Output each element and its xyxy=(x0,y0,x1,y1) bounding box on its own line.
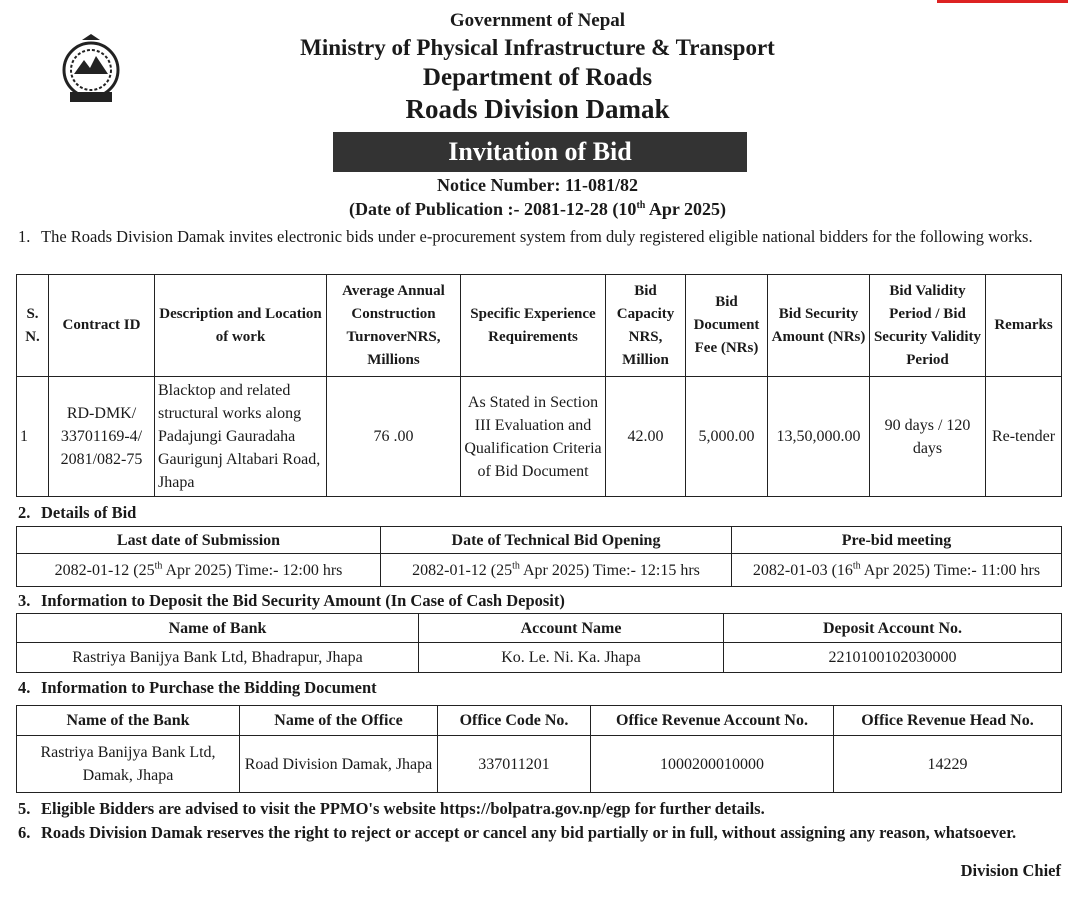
cell: 1 xyxy=(16,376,49,497)
header-cell: Bid Capacity NRS, Million xyxy=(605,274,686,377)
item-number: 6. xyxy=(18,823,31,842)
text-part: 2082-01-12 (25 xyxy=(54,561,155,579)
list-item: 5. Eligible Bidders are advised to visit … xyxy=(18,797,1061,820)
header-cell: Name of the Office xyxy=(239,705,438,736)
data-row: 1 RD-DMK/ 33701169-4/ 2081/082-75 Blacktop… xyxy=(16,376,1062,497)
cell: 76 .00 xyxy=(326,376,461,497)
table: Name of the Bank Name of the Office Office… xyxy=(16,705,1062,793)
department: Department of Roads xyxy=(422,64,653,91)
cell: Road Division Damak, Jhapa xyxy=(239,735,438,793)
header-cell: Bid Validity Period / Bid Security Valid… xyxy=(869,274,986,377)
header-cell: Date of Technical Bid Opening xyxy=(380,526,732,554)
header-cell: Bid Document Fee (NRs) xyxy=(685,274,768,377)
header-row: Name of Bank Account Name Deposit Account … xyxy=(16,613,1062,643)
cell: 5,000.00 xyxy=(685,376,768,497)
cell: As Stated in Section III Evaluation and … xyxy=(460,376,606,497)
list-item: 4. Information to Purchase the Bidding Do… xyxy=(18,676,1061,699)
cell: 2082-01-12 (25th Apr 2025) Time:- 12:00 … xyxy=(16,553,381,587)
header-row: Name of the Bank Name of the Office Office… xyxy=(16,705,1062,736)
header-row: Last date of Submission Date of Technical… xyxy=(16,526,1062,554)
emblem xyxy=(62,34,120,102)
cell: Ko. Le. Ni. Ka. Jhapa xyxy=(418,642,724,673)
table: Last date of Submission Date of Technical… xyxy=(16,526,1062,587)
cell: 42.00 xyxy=(605,376,686,497)
ministry: Ministry of Physical Infrastructure & Tr… xyxy=(300,35,775,60)
text-part: Apr 2025) Time:- 12:15 hrs xyxy=(519,561,700,579)
government: Government of Nepal xyxy=(449,10,626,31)
item-number: 3. xyxy=(18,591,31,610)
header-cell: Contract ID xyxy=(48,274,155,377)
text-part: Apr 2025) xyxy=(645,199,727,219)
cell: 2210100102030000 xyxy=(723,642,1062,673)
cell: 13,50,000.00 xyxy=(767,376,870,497)
header-cell: Remarks xyxy=(985,274,1062,377)
signature: Division Chief xyxy=(960,861,1061,880)
table: S. N. Contract ID Description and Location… xyxy=(16,274,1062,497)
cell: 90 days / 120 days xyxy=(869,376,986,497)
cell: Re-tender xyxy=(985,376,1062,497)
data-row: Rastriya Banijya Bank Ltd, Bhadrapur, Jh… xyxy=(16,642,1062,673)
header-cell: Deposit Account No. xyxy=(723,613,1062,643)
item-number: 2. xyxy=(18,503,31,522)
item-text: Details of Bid xyxy=(41,503,137,522)
item-number: 4. xyxy=(18,678,31,697)
list-item: 6. Roads Division Damak reserves the righ… xyxy=(18,821,1061,844)
cell: 2082-01-03 (16th Apr 2025) Time:- 11:00 … xyxy=(731,553,1062,587)
text-part: 2082-01-12 (25 xyxy=(412,561,513,579)
item-number: 5. xyxy=(18,799,31,818)
item-number: 1. xyxy=(18,227,31,246)
header-cell: S. N. xyxy=(16,274,49,377)
cell: 2082-01-12 (25th Apr 2025) Time:- 12:15 … xyxy=(380,553,732,587)
text-part: Apr 2025) Time:- 12:00 hrs xyxy=(162,561,343,579)
data-row: 2082-01-12 (25th Apr 2025) Time:- 12:00 … xyxy=(16,553,1062,587)
division: Roads Division Damak xyxy=(405,94,670,124)
table: Name of Bank Account Name Deposit Account … xyxy=(16,613,1062,673)
item-text: Eligible Bidders are advised to visit th… xyxy=(41,799,765,818)
list-item: 3. Information to Deposit the Bid Securit… xyxy=(18,589,1061,612)
notice-number: Notice Number: 11-081/82 xyxy=(437,175,638,195)
text-part: th xyxy=(636,200,646,211)
header-cell: Pre-bid meeting xyxy=(731,526,1062,554)
header-cell: Average Annual Construction TurnoverNRS,… xyxy=(326,274,461,377)
text-part: Apr 2025) Time:- 11:00 hrs xyxy=(860,561,1041,579)
header-cell: Name of Bank xyxy=(16,613,419,643)
list-item: 2. Details of Bid xyxy=(18,501,1061,524)
item-text: Information to Purchase the Bidding Docu… xyxy=(41,678,377,697)
item-text: The Roads Division Damak invites electro… xyxy=(41,227,1033,246)
item-text: Roads Division Damak reserves the right … xyxy=(41,823,1017,842)
cell: Blacktop and related structural works al… xyxy=(154,376,327,497)
header-cell: Account Name xyxy=(418,613,724,643)
data-row: Rastriya Banijya Bank Ltd, Damak, Jhapa R… xyxy=(16,735,1062,793)
cell: 1000200010000 xyxy=(590,735,834,793)
text-part: th xyxy=(512,560,520,572)
header-cell: Name of the Bank xyxy=(16,705,240,736)
header-cell: Office Revenue Head No. xyxy=(833,705,1062,736)
header-row: S. N. Contract ID Description and Location… xyxy=(16,274,1062,377)
list-item: 1. The Roads Division Damak invites elect… xyxy=(18,225,1061,248)
header-cell: Office Revenue Account No. xyxy=(590,705,834,736)
cell: RD-DMK/ 33701169-4/ 2081/082-75 xyxy=(48,376,155,497)
header-cell: Office Code No. xyxy=(437,705,591,736)
text-part: 2082-01-03 (16 xyxy=(752,561,853,579)
text-part: th xyxy=(852,560,861,572)
banner: Invitation of Bid xyxy=(333,132,747,172)
header-cell: Last date of Submission xyxy=(16,526,381,554)
cell: 337011201 xyxy=(437,735,591,793)
corner-strip xyxy=(937,0,1068,3)
publication-date: (Date of Publication :- 2081-12-28 (10th… xyxy=(0,199,1075,220)
header-cell: Description and Location of work xyxy=(154,274,327,377)
header-cell: Specific Experience Requirements xyxy=(460,274,606,377)
cell: Rastriya Banijya Bank Ltd, Damak, Jhapa xyxy=(16,735,240,793)
text-part: th xyxy=(154,560,163,572)
text-part: (Date of Publication :- 2081-12-28 (10 xyxy=(348,199,637,219)
header-cell: Bid Security Amount (NRs) xyxy=(767,274,870,377)
cell: 14229 xyxy=(833,735,1062,793)
cell: Rastriya Banijya Bank Ltd, Bhadrapur, Jh… xyxy=(16,642,419,673)
item-text: Information to Deposit the Bid Security … xyxy=(41,591,565,610)
